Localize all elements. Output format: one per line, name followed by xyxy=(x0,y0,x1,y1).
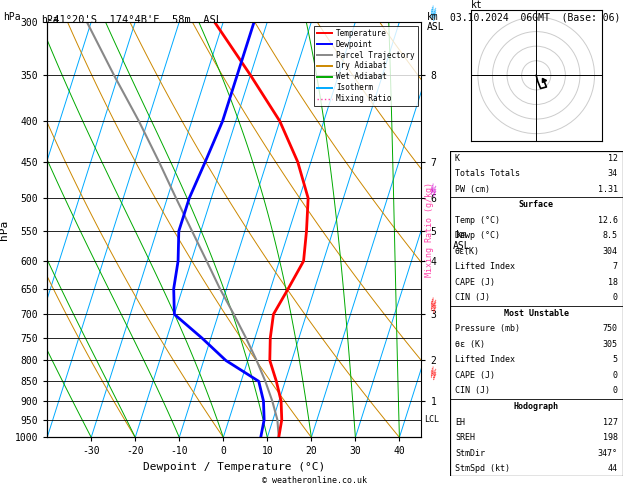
Text: km: km xyxy=(426,12,438,22)
Text: CAPE (J): CAPE (J) xyxy=(455,371,495,380)
Text: \\: \\ xyxy=(428,371,438,382)
Text: LCL: LCL xyxy=(424,415,438,424)
Text: 03.10.2024  06GMT  (Base: 06): 03.10.2024 06GMT (Base: 06) xyxy=(450,12,620,22)
Text: \\: \\ xyxy=(428,368,438,379)
Text: 0: 0 xyxy=(613,294,618,302)
Text: \\: \\ xyxy=(428,4,438,15)
Text: Most Unstable: Most Unstable xyxy=(504,309,569,318)
Text: Lifted Index: Lifted Index xyxy=(455,262,515,272)
Text: 34: 34 xyxy=(608,170,618,178)
Text: PW (cm): PW (cm) xyxy=(455,185,490,194)
Text: 347°: 347° xyxy=(598,449,618,457)
X-axis label: Dewpoint / Temperature (°C): Dewpoint / Temperature (°C) xyxy=(143,462,325,472)
Text: 7: 7 xyxy=(613,262,618,272)
Text: hPa: hPa xyxy=(41,15,58,25)
Text: StmDir: StmDir xyxy=(455,449,485,457)
Text: 12: 12 xyxy=(608,154,618,163)
Text: 198: 198 xyxy=(603,433,618,442)
Text: Surface: Surface xyxy=(519,200,554,209)
Text: K: K xyxy=(455,154,460,163)
Text: 304: 304 xyxy=(603,247,618,256)
Text: EH: EH xyxy=(455,417,465,427)
Text: Mixing Ratio (g/kg): Mixing Ratio (g/kg) xyxy=(425,182,433,277)
Text: θε (K): θε (K) xyxy=(455,340,485,349)
Text: Temp (°C): Temp (°C) xyxy=(455,216,500,225)
Text: CIN (J): CIN (J) xyxy=(455,386,490,396)
Text: 8.5: 8.5 xyxy=(603,231,618,241)
Text: hPa: hPa xyxy=(3,12,21,22)
Text: \\: \\ xyxy=(428,366,438,377)
Text: 127: 127 xyxy=(603,417,618,427)
Text: \\: \\ xyxy=(428,12,438,22)
Text: \\: \\ xyxy=(428,186,438,196)
Y-axis label: km
ASL: km ASL xyxy=(452,230,470,251)
Text: Totals Totals: Totals Totals xyxy=(455,170,520,178)
Text: ASL: ASL xyxy=(426,22,444,32)
Text: StmSpd (kt): StmSpd (kt) xyxy=(455,464,510,473)
Text: \\: \\ xyxy=(428,183,438,193)
Text: Dewp (°C): Dewp (°C) xyxy=(455,231,500,241)
Text: Pressure (mb): Pressure (mb) xyxy=(455,325,520,333)
Text: \\: \\ xyxy=(428,9,438,19)
Text: © weatheronline.co.uk: © weatheronline.co.uk xyxy=(262,476,367,485)
Text: \\: \\ xyxy=(428,304,438,314)
Text: 44: 44 xyxy=(608,464,618,473)
Text: kt: kt xyxy=(470,0,482,10)
Text: CIN (J): CIN (J) xyxy=(455,294,490,302)
Text: Hodograph: Hodograph xyxy=(514,402,559,411)
Text: \\: \\ xyxy=(428,188,438,198)
Text: \\: \\ xyxy=(428,302,438,312)
Text: \\: \\ xyxy=(428,297,438,307)
Text: 1.31: 1.31 xyxy=(598,185,618,194)
Text: -41°20'S  174°4B'E  58m  ASL: -41°20'S 174°4B'E 58m ASL xyxy=(47,15,222,25)
Text: 305: 305 xyxy=(603,340,618,349)
Y-axis label: hPa: hPa xyxy=(0,220,9,240)
Text: 12.6: 12.6 xyxy=(598,216,618,225)
Text: 18: 18 xyxy=(608,278,618,287)
Text: 750: 750 xyxy=(603,325,618,333)
Text: \\: \\ xyxy=(428,7,438,17)
Text: 0: 0 xyxy=(613,371,618,380)
Text: \\: \\ xyxy=(428,299,438,310)
Text: 5: 5 xyxy=(613,355,618,364)
Text: θε(K): θε(K) xyxy=(455,247,480,256)
Text: 0: 0 xyxy=(613,386,618,396)
Text: CAPE (J): CAPE (J) xyxy=(455,278,495,287)
Legend: Temperature, Dewpoint, Parcel Trajectory, Dry Adiabat, Wet Adiabat, Isotherm, Mi: Temperature, Dewpoint, Parcel Trajectory… xyxy=(314,26,418,106)
Text: Lifted Index: Lifted Index xyxy=(455,355,515,364)
Text: SREH: SREH xyxy=(455,433,475,442)
